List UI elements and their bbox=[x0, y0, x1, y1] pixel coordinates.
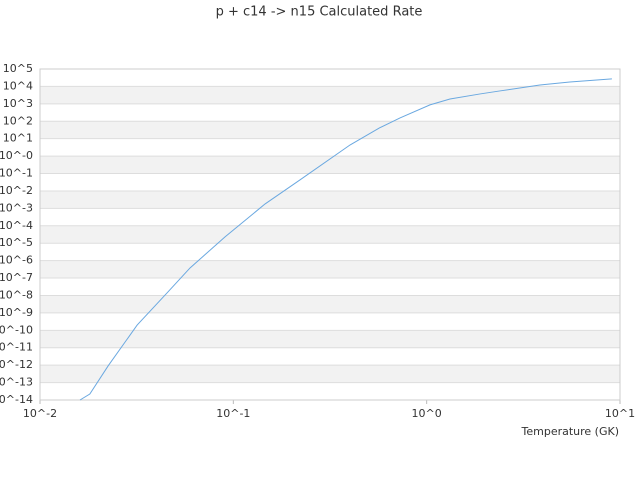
y-tick-label: 10^2 bbox=[3, 114, 33, 127]
grid-band bbox=[40, 121, 620, 139]
line bbox=[79, 78, 612, 401]
grid-band bbox=[40, 260, 620, 279]
grid-band bbox=[40, 86, 620, 104]
x-tick-label: 10^-2 bbox=[23, 407, 57, 420]
grid-band bbox=[40, 330, 620, 348]
y-tick-label: 10^-1 bbox=[0, 167, 33, 180]
y-tick-label: 10^-10 bbox=[0, 323, 33, 336]
y-tick-label: 10^5 bbox=[3, 62, 33, 75]
y-tick-label: 10^-0 bbox=[0, 149, 33, 162]
y-tick-label: 10^-9 bbox=[0, 306, 33, 319]
grid-band bbox=[40, 295, 620, 313]
y-tick-label: 10^-2 bbox=[0, 184, 33, 197]
x-tick-label: 10^1 bbox=[605, 407, 635, 420]
y-tick-label: 10^3 bbox=[3, 97, 33, 110]
grid-band bbox=[40, 365, 620, 383]
x-tick-label: 10^0 bbox=[412, 407, 442, 420]
y-tick-label: 10^-6 bbox=[0, 254, 33, 267]
y-tick-label: 10^-3 bbox=[0, 201, 33, 214]
grid-band bbox=[40, 225, 620, 244]
grid-band bbox=[40, 156, 620, 174]
y-tick-label: 10^-4 bbox=[0, 219, 33, 232]
y-tick-label: 10^-13 bbox=[0, 376, 33, 389]
bands bbox=[40, 86, 620, 383]
chart-title: p + c14 -> n15 Calculated Rate bbox=[216, 5, 423, 20]
grid-band bbox=[40, 190, 620, 209]
x-tick-label: 10^-1 bbox=[216, 407, 250, 420]
y-tick-label: 10^1 bbox=[3, 132, 33, 145]
plot-frame bbox=[39, 68, 621, 401]
y-tick-label: 10^-7 bbox=[0, 271, 33, 284]
x-axis-label: Temperature (GK) bbox=[521, 425, 620, 438]
y-tick-label: 10^-12 bbox=[0, 358, 33, 371]
y-tick-label: 10^-8 bbox=[0, 288, 33, 301]
y-tick-label: 10^4 bbox=[3, 79, 33, 92]
y-tick-label: 10^-14 bbox=[0, 393, 33, 406]
y-tick-label: 10^-11 bbox=[0, 341, 33, 354]
y-tick-label: 10^-5 bbox=[0, 236, 33, 249]
